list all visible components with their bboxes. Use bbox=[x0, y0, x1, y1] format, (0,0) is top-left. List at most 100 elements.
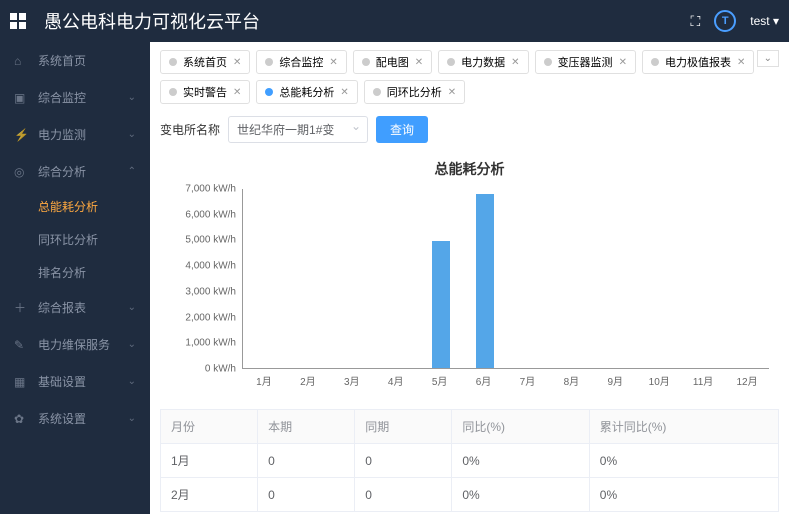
tab[interactable]: 系统首页 ✕ bbox=[160, 50, 250, 74]
sidebar-item[interactable]: ▣综合监控⌄ bbox=[0, 79, 150, 116]
tab[interactable]: 综合监控 ✕ bbox=[256, 50, 346, 74]
x-tick: 8月 bbox=[564, 373, 580, 388]
menu-icon: ▦ bbox=[14, 375, 28, 389]
menu-icon: ✎ bbox=[14, 338, 28, 352]
sidebar-item[interactable]: ＋综合报表⌄ bbox=[0, 289, 150, 326]
tab[interactable]: 配电图 ✕ bbox=[353, 50, 432, 74]
header: 愚公电科电力可视化云平台 ⛶ T test ▾ bbox=[0, 0, 789, 42]
x-tick: 11月 bbox=[693, 373, 713, 388]
tab[interactable]: 同环比分析 ✕ bbox=[364, 80, 465, 104]
x-tick: 10月 bbox=[649, 373, 670, 388]
chevron-icon: ⌄ bbox=[128, 413, 136, 424]
chevron-icon: ⌃ bbox=[128, 166, 136, 177]
table-header: 本期 bbox=[258, 410, 355, 444]
sidebar-item[interactable]: ✎电力维保服务⌄ bbox=[0, 326, 150, 363]
sidebar-label: 电力监测 bbox=[38, 126, 86, 143]
x-tick: 9月 bbox=[608, 373, 624, 388]
sidebar-label: 综合报表 bbox=[38, 299, 86, 316]
menu-icon: ⚡ bbox=[14, 128, 28, 142]
tab-dot-icon bbox=[265, 88, 273, 96]
tab[interactable]: 实时警告✕ bbox=[160, 80, 250, 104]
tab-dot-icon bbox=[373, 88, 381, 96]
table-cell: 1月 bbox=[161, 444, 258, 478]
y-tick: 1,000 kW/h bbox=[185, 338, 236, 349]
sidebar-item[interactable]: ▦ 基础设置 ⌄ bbox=[0, 363, 150, 400]
tab[interactable]: 电力极值报表✕ bbox=[642, 50, 754, 74]
query-button[interactable]: 查询 bbox=[376, 116, 428, 143]
table-cell: 2月 bbox=[161, 478, 258, 512]
table-header: 月份 bbox=[161, 410, 258, 444]
x-tick: 12月 bbox=[736, 373, 757, 388]
sidebar-label: 基础设置 bbox=[38, 373, 86, 390]
close-icon[interactable]: ✕ bbox=[233, 57, 241, 68]
filter-row: 变电所名称 世纪华府一期1#变 查询 bbox=[160, 116, 779, 143]
chevron-icon: ⌄ bbox=[128, 92, 136, 103]
table-header: 同比(%) bbox=[452, 410, 589, 444]
menu-icon: ✿ bbox=[14, 412, 28, 426]
table-cell: 0 bbox=[355, 478, 452, 512]
table-cell: 0% bbox=[589, 444, 778, 478]
tab[interactable]: 总能耗分析✕ bbox=[256, 80, 357, 104]
x-tick: 6月 bbox=[476, 373, 492, 388]
x-tick: 5月 bbox=[432, 373, 448, 388]
tab-label: 电力数据 bbox=[461, 54, 505, 70]
tab-label: 同环比分析 bbox=[387, 84, 442, 100]
tab-label: 综合监控 bbox=[279, 54, 323, 70]
tab-dot-icon bbox=[265, 58, 273, 66]
sidebar-item[interactable]: ⚡ 电力监测 ⌄ bbox=[0, 116, 150, 153]
y-tick: 2,000 kW/h bbox=[185, 312, 236, 323]
close-icon[interactable]: ✕ bbox=[233, 87, 241, 98]
sidebar: ⌂系统首页▣综合监控⌄ ⚡ 电力监测 ⌄ ◎ 综合分析 ⌃ 总能耗分析同环比分析排名分析 ＋ 综合… bbox=[0, 42, 150, 514]
close-icon[interactable]: ✕ bbox=[448, 87, 456, 98]
logo-icon: T bbox=[714, 10, 736, 32]
sidebar-label: 电力维保服务 bbox=[38, 336, 110, 353]
tab-label: 配电图 bbox=[376, 54, 409, 70]
tab[interactable]: 电力数据 ✕ bbox=[438, 50, 528, 74]
menu-icon: ◎ bbox=[14, 165, 28, 179]
table-cell: 0 bbox=[355, 444, 452, 478]
energy-chart: 0 kW/h1,000 kW/h2,000 kW/h3,000 kW/h4,00… bbox=[170, 189, 769, 389]
chevron-icon: ⌄ bbox=[128, 129, 136, 140]
data-table: 月份本期同期同比(%)累计同比(%) 1月000%0%2月000%0% bbox=[160, 409, 779, 512]
table-header: 累计同比(%) bbox=[589, 410, 778, 444]
table-header: 同期 bbox=[355, 410, 452, 444]
tab-dot-icon bbox=[447, 58, 455, 66]
chevron-icon: ⌄ bbox=[128, 376, 136, 387]
close-icon[interactable]: ✕ bbox=[737, 57, 745, 68]
y-tick: 4,000 kW/h bbox=[185, 261, 236, 272]
chart-bar bbox=[432, 241, 450, 368]
menu-icon: ＋ bbox=[14, 299, 28, 316]
sidebar-label: 综合分析 bbox=[38, 163, 86, 180]
sidebar-label: 系统设置 bbox=[38, 410, 86, 427]
user-dropdown[interactable]: test ▾ bbox=[750, 14, 779, 28]
sidebar-item[interactable]: ◎ 综合分析 ⌃ bbox=[0, 153, 150, 190]
sidebar-item[interactable]: ⌂系统首页 bbox=[0, 42, 150, 79]
substation-select[interactable]: 世纪华府一期1#变 bbox=[228, 116, 368, 143]
tab[interactable]: 变压器监测✕ bbox=[535, 50, 636, 74]
close-icon[interactable]: ✕ bbox=[329, 57, 337, 68]
close-icon[interactable]: ✕ bbox=[340, 87, 348, 98]
x-tick: 2月 bbox=[300, 373, 316, 388]
content: 系统首页✕综合监控✕配电图✕电力数据✕变压器监测✕电力极值报表✕实时警告✕总能耗… bbox=[150, 42, 789, 514]
tabs-more-icon[interactable]: ⌄ bbox=[757, 50, 779, 67]
fullscreen-icon[interactable]: ⛶ bbox=[690, 13, 700, 30]
table-cell: 0% bbox=[452, 444, 589, 478]
tab-label: 系统首页 bbox=[183, 54, 227, 70]
close-icon[interactable]: ✕ bbox=[511, 57, 519, 68]
table-cell: 0 bbox=[258, 444, 355, 478]
x-tick: 1月 bbox=[256, 373, 272, 388]
close-icon[interactable]: ✕ bbox=[619, 57, 627, 68]
x-tick: 3月 bbox=[344, 373, 360, 388]
sidebar-sub-item[interactable]: 总能耗分析 bbox=[0, 190, 150, 223]
table-cell: 0% bbox=[452, 478, 589, 512]
y-tick: 5,000 kW/h bbox=[185, 235, 236, 246]
y-tick: 0 kW/h bbox=[205, 364, 236, 375]
sidebar-sub-item[interactable]: 排名分析 bbox=[0, 256, 150, 289]
tab-dot-icon bbox=[362, 58, 370, 66]
sidebar-item[interactable]: ✿ 系统设置 ⌄ bbox=[0, 400, 150, 437]
x-tick: 7月 bbox=[520, 373, 536, 388]
menu-icon: ▣ bbox=[14, 91, 28, 105]
apps-icon[interactable] bbox=[10, 13, 26, 29]
close-icon[interactable]: ✕ bbox=[415, 57, 423, 68]
sidebar-sub-item[interactable]: 同环比分析 bbox=[0, 223, 150, 256]
